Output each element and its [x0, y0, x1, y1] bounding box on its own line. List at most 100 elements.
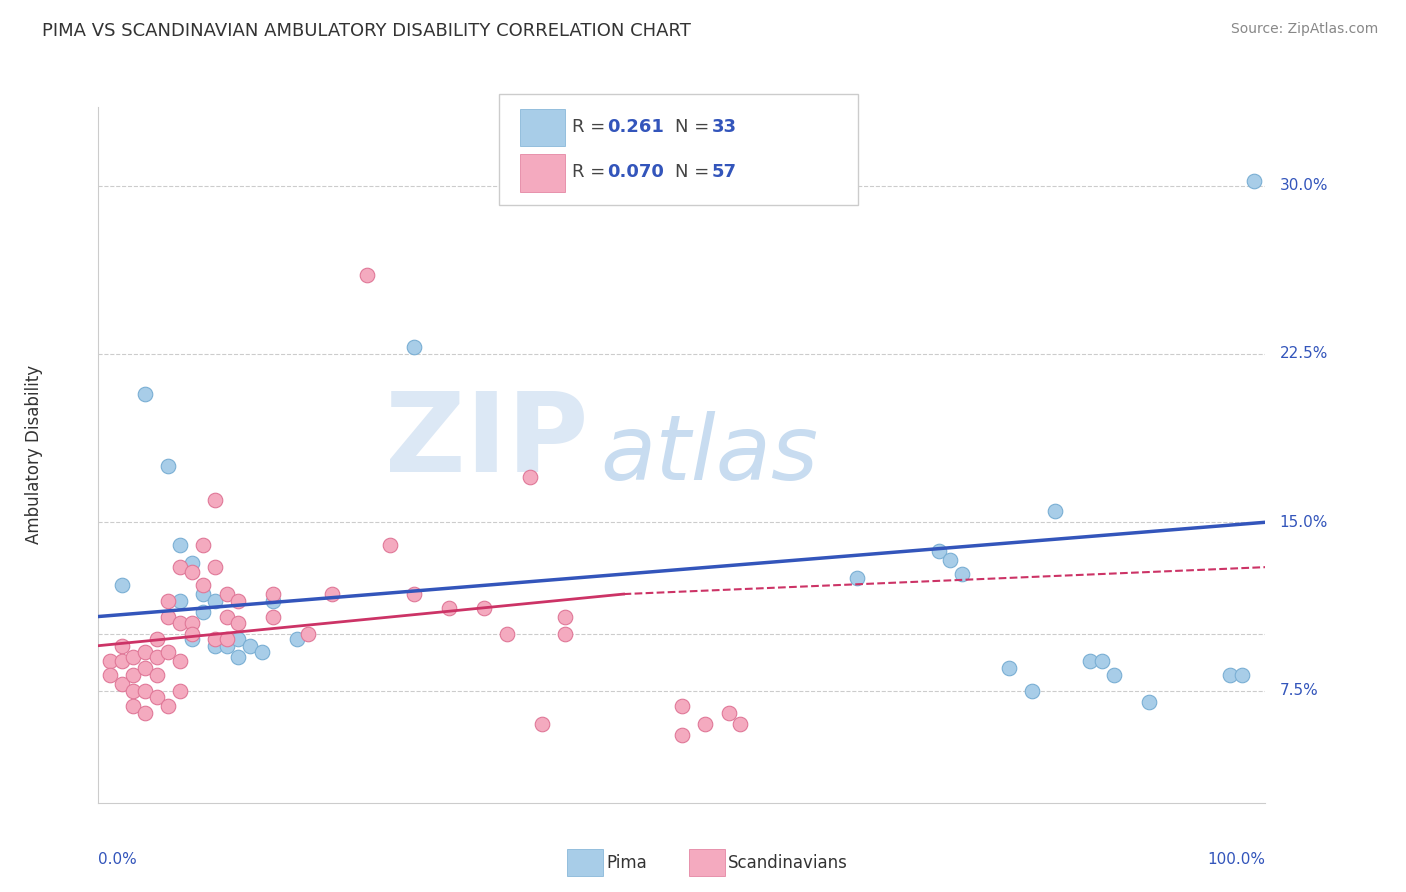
Point	[146, 690, 169, 705]
Point	[111, 578, 134, 592]
Point	[496, 627, 519, 641]
Point	[297, 627, 319, 641]
Point	[134, 645, 156, 659]
Point	[122, 699, 145, 714]
Text: atlas: atlas	[600, 411, 818, 499]
Point	[215, 587, 238, 601]
Point	[146, 632, 169, 646]
Point	[193, 538, 215, 552]
Point	[472, 600, 495, 615]
Point	[180, 556, 202, 570]
Point	[846, 571, 869, 585]
Point	[262, 587, 284, 601]
Text: Pima: Pima	[606, 855, 647, 872]
Point	[730, 717, 752, 731]
Point	[193, 605, 215, 619]
Point	[157, 609, 180, 624]
Point	[285, 632, 308, 646]
Text: Ambulatory Disability: Ambulatory Disability	[25, 366, 44, 544]
Point	[157, 594, 180, 608]
Text: R =: R =	[572, 118, 612, 136]
Point	[928, 544, 950, 558]
Point	[169, 616, 191, 631]
Text: 0.0%: 0.0%	[98, 852, 138, 866]
Point	[437, 600, 460, 615]
Point	[180, 627, 202, 641]
Point	[215, 632, 238, 646]
Point	[695, 717, 717, 731]
Point	[122, 649, 145, 664]
Point	[134, 683, 156, 698]
Point	[111, 654, 134, 668]
Text: 0.261: 0.261	[607, 118, 664, 136]
Point	[134, 706, 156, 720]
Text: N =: N =	[675, 163, 714, 181]
Point	[380, 538, 402, 552]
Point	[157, 459, 180, 474]
Point	[193, 587, 215, 601]
Point	[204, 594, 226, 608]
Point	[98, 654, 121, 668]
Text: 30.0%: 30.0%	[1279, 178, 1327, 193]
Point	[321, 587, 343, 601]
Point	[939, 553, 962, 567]
Point	[356, 268, 378, 283]
Point	[169, 683, 191, 698]
Point	[146, 649, 169, 664]
Point	[1243, 174, 1265, 188]
Point	[228, 594, 250, 608]
Point	[180, 616, 202, 631]
Text: PIMA VS SCANDINAVIAN AMBULATORY DISABILITY CORRELATION CHART: PIMA VS SCANDINAVIAN AMBULATORY DISABILI…	[42, 22, 692, 40]
Point	[1091, 654, 1114, 668]
Point	[204, 560, 226, 574]
Point	[169, 594, 191, 608]
Point	[1102, 668, 1125, 682]
Text: N =: N =	[675, 118, 714, 136]
Text: 0.070: 0.070	[607, 163, 664, 181]
Point	[146, 668, 169, 682]
Text: 7.5%: 7.5%	[1279, 683, 1319, 698]
Point	[122, 683, 145, 698]
Point	[1137, 695, 1160, 709]
Point	[98, 668, 121, 682]
Point	[215, 639, 238, 653]
Point	[204, 492, 226, 507]
Point	[262, 594, 284, 608]
Point	[111, 677, 134, 691]
Point	[402, 340, 425, 354]
Text: 15.0%: 15.0%	[1279, 515, 1327, 530]
Text: 57: 57	[711, 163, 737, 181]
Text: 22.5%: 22.5%	[1279, 346, 1327, 361]
Point	[519, 470, 541, 484]
Point	[262, 609, 284, 624]
Point	[250, 645, 273, 659]
Point	[554, 627, 576, 641]
Text: ZIP: ZIP	[385, 387, 589, 494]
Point	[997, 661, 1019, 675]
Point	[193, 578, 215, 592]
Point	[671, 729, 693, 743]
Point	[180, 632, 202, 646]
Point	[950, 566, 973, 581]
Point	[1045, 504, 1067, 518]
Point	[671, 699, 693, 714]
Point	[169, 654, 191, 668]
Point	[228, 616, 250, 631]
Point	[402, 587, 425, 601]
Point	[239, 639, 262, 653]
Point	[134, 387, 156, 401]
Point	[204, 639, 226, 653]
Point	[717, 706, 740, 720]
Point	[169, 538, 191, 552]
Point	[554, 609, 576, 624]
Point	[157, 645, 180, 659]
Point	[122, 668, 145, 682]
Point	[134, 661, 156, 675]
Point	[180, 565, 202, 579]
Point	[228, 649, 250, 664]
Point	[530, 717, 553, 731]
Point	[1219, 668, 1241, 682]
Point	[111, 639, 134, 653]
Point	[157, 699, 180, 714]
Point	[215, 609, 238, 624]
